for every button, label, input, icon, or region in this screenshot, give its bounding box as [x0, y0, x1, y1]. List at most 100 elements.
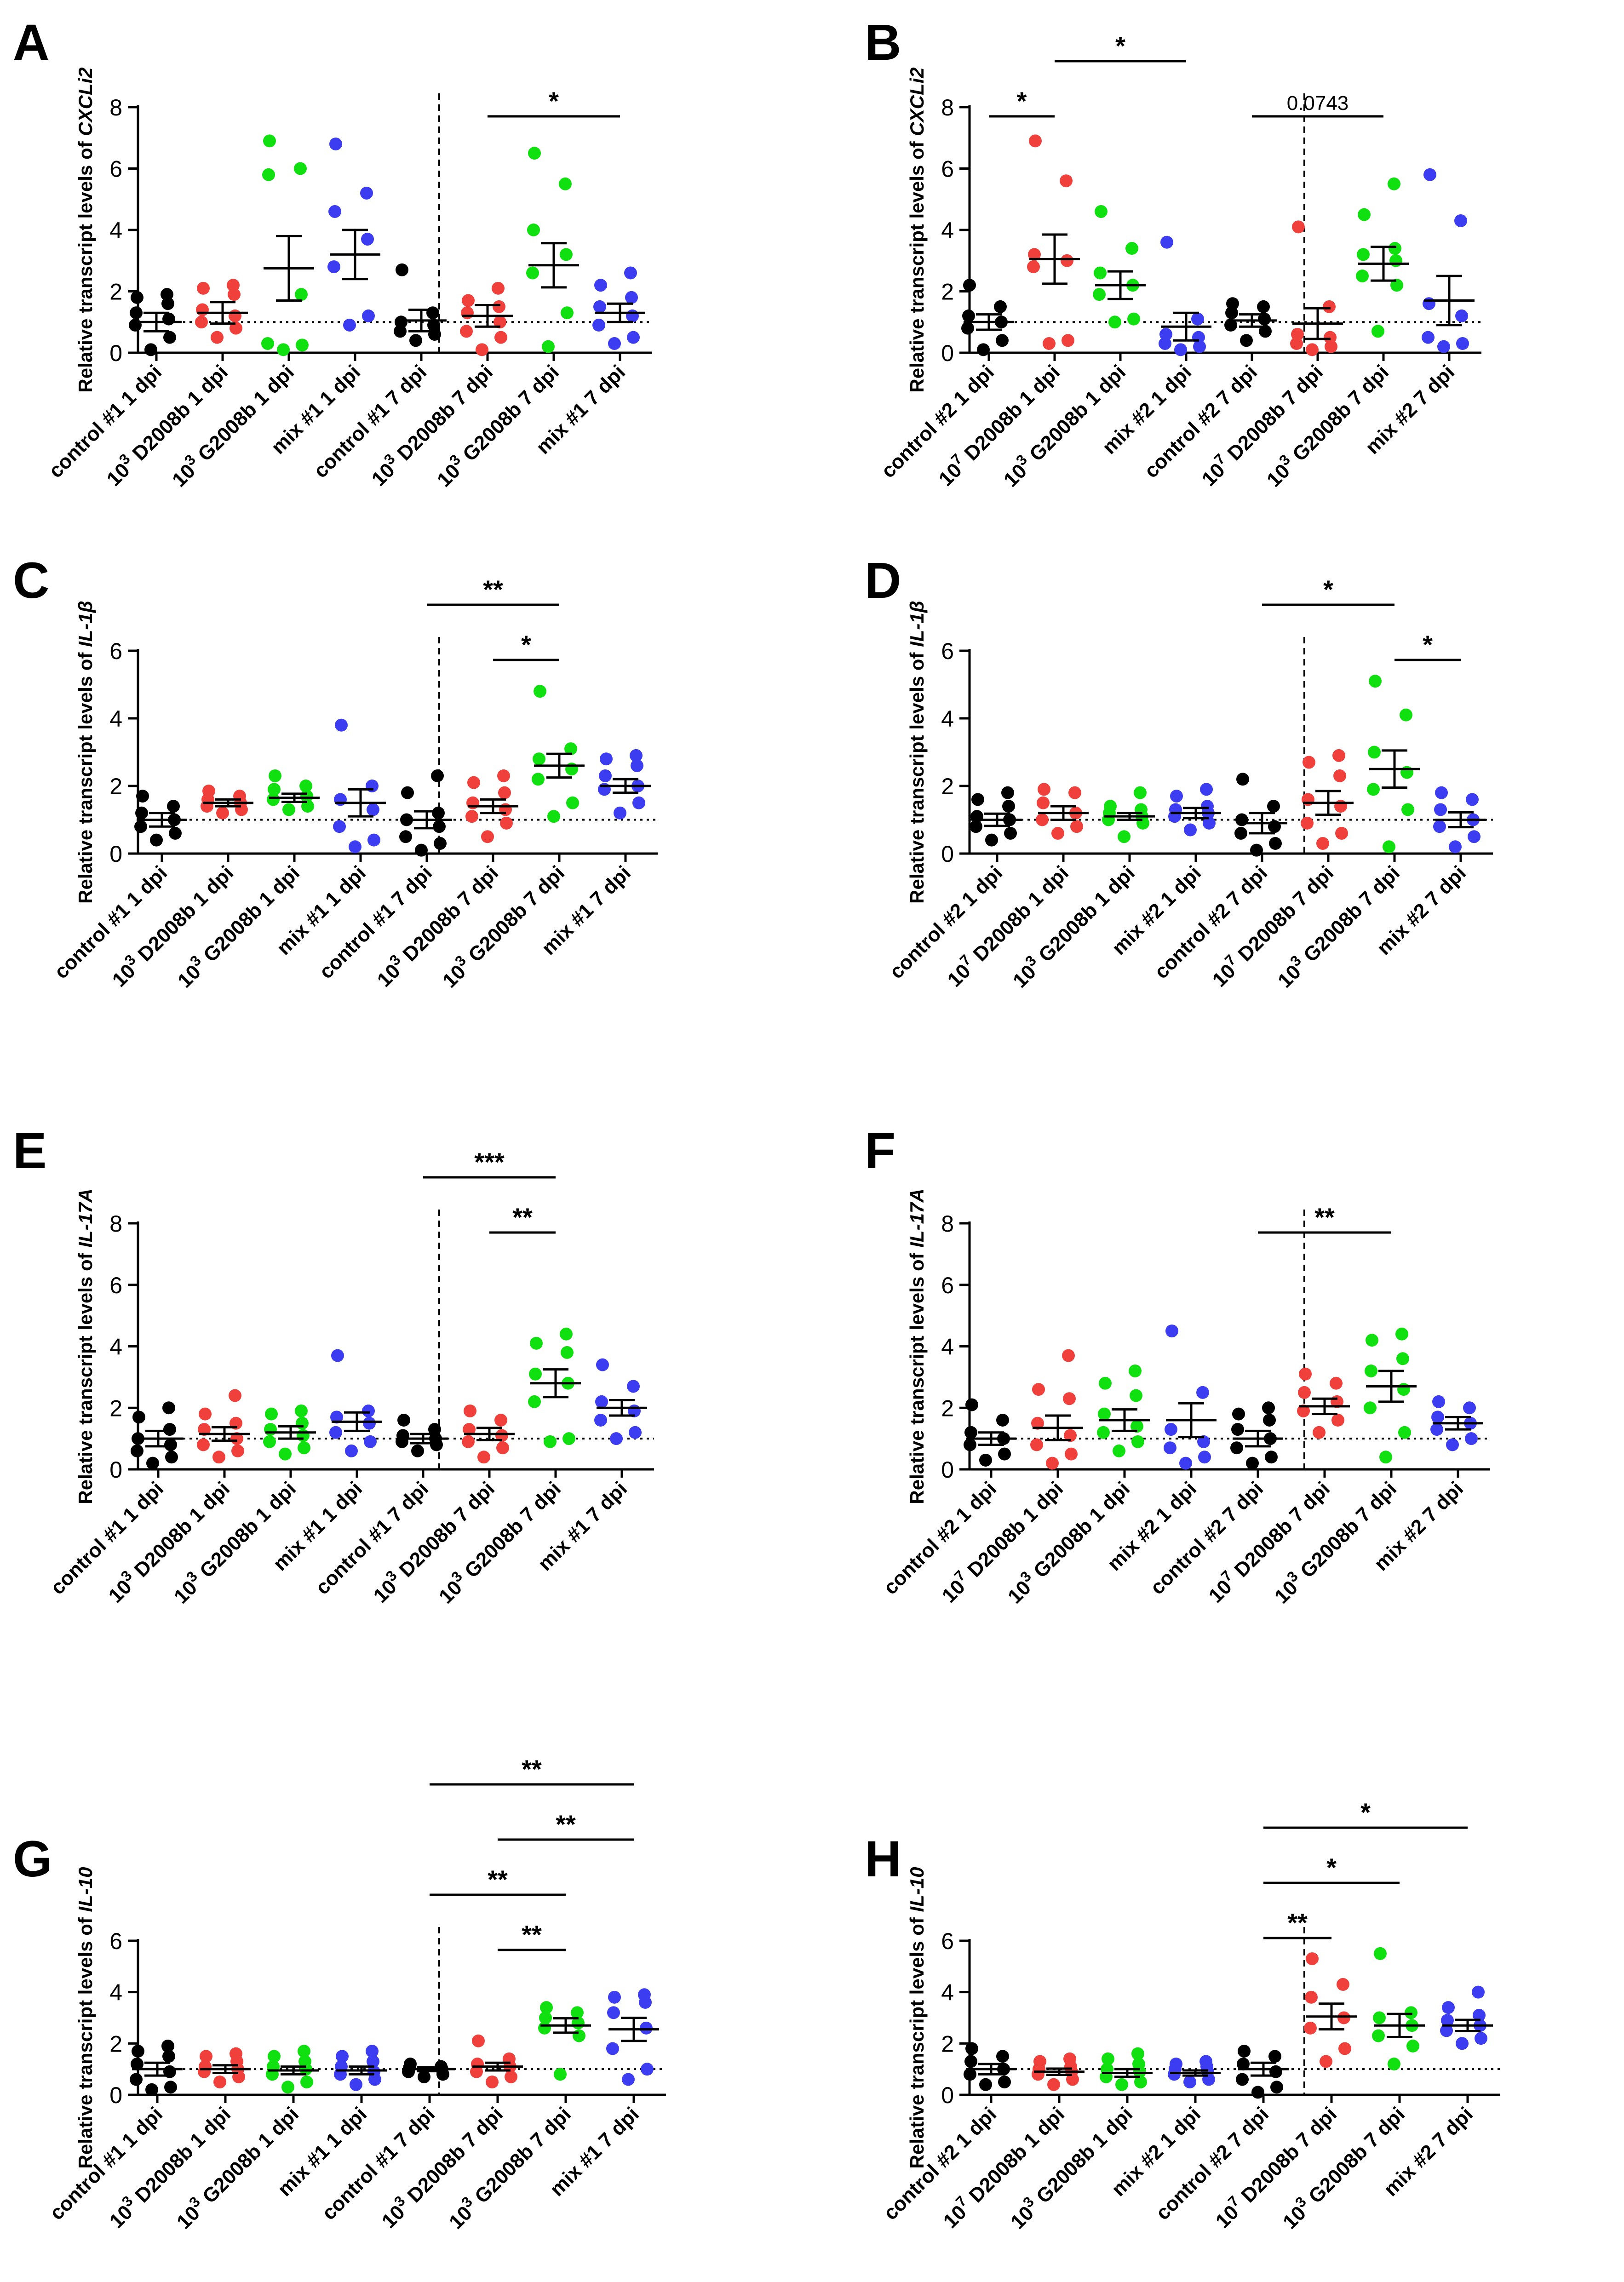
- panel-b: B 0 2 4 6 8 Relative transcript levels of CXCL…: [865, 14, 1481, 492]
- y-tick-label: 0: [109, 1457, 122, 1483]
- data-point: [1165, 1324, 1178, 1338]
- data-point: [294, 162, 307, 175]
- significance-label: *: [1323, 575, 1333, 604]
- data-point: [212, 1451, 225, 1464]
- data-point: [1330, 1376, 1343, 1390]
- data-point: [624, 266, 637, 280]
- data-point: [277, 343, 290, 356]
- panel-d: D 0 2 4 6 Relative transcript levels of IL-1β…: [865, 552, 1493, 992]
- y-tick-label: 6: [109, 1273, 122, 1298]
- data-point: [1226, 297, 1239, 310]
- data-point: [1368, 745, 1381, 759]
- data-point: [1263, 1414, 1276, 1427]
- data-point: [1098, 1407, 1111, 1421]
- data-point: [1028, 248, 1041, 261]
- data-point: [1333, 769, 1346, 782]
- data-point: [1395, 1327, 1408, 1341]
- data-point: [1170, 790, 1183, 803]
- category-label: control #1 1 dpi: [45, 2103, 167, 2225]
- y-axis-label: Relative transcript levels of IL-10: [75, 1867, 96, 2169]
- data-point: [1389, 254, 1402, 267]
- category-label: 107 D2008b 1 dpi: [932, 358, 1064, 491]
- data-point: [162, 1401, 175, 1415]
- data-point: [1373, 2011, 1386, 2024]
- data-point: [561, 1346, 574, 1359]
- data-point: [554, 2068, 567, 2081]
- data-point: [1366, 1334, 1378, 1347]
- category-label: 103 G2008b 7 dpi: [432, 1475, 565, 1608]
- data-point: [471, 2058, 484, 2070]
- data-point: [415, 843, 428, 857]
- data-point: [282, 803, 295, 816]
- data-point: [362, 309, 375, 322]
- y-tick-label: 0: [109, 841, 122, 867]
- data-point: [1130, 1420, 1143, 1433]
- data-point: [539, 2011, 552, 2024]
- y-tick-label: 0: [941, 1457, 954, 1483]
- data-point: [167, 800, 180, 813]
- data-point: [264, 1423, 277, 1436]
- data-point: [560, 248, 573, 261]
- data-point: [998, 1447, 1011, 1461]
- data-point: [1030, 1438, 1043, 1451]
- data-point: [132, 1410, 145, 1424]
- data-point: [606, 2042, 619, 2055]
- y-tick-label: 6: [109, 638, 122, 664]
- y-tick-label: 2: [109, 279, 122, 305]
- y-tick-label: 4: [941, 706, 954, 732]
- data-point: [432, 806, 445, 820]
- data-point: [599, 769, 612, 782]
- data-point: [600, 752, 613, 766]
- data-point: [1061, 254, 1073, 267]
- data-point: [229, 309, 241, 322]
- data-point: [1364, 1401, 1377, 1415]
- y-axis-label: Relative transcript levels of IL-1β: [75, 601, 96, 904]
- data-point: [527, 224, 540, 236]
- data-point: [1396, 1352, 1409, 1365]
- data-point: [1046, 1456, 1059, 1470]
- data-point: [300, 2076, 313, 2089]
- data-point: [1265, 1451, 1278, 1464]
- y-axis-label: Relative transcript levels of CXCLi2: [75, 67, 96, 392]
- data-point: [1406, 2039, 1419, 2053]
- data-point: [638, 1988, 651, 2001]
- data-point: [1388, 2058, 1400, 2070]
- data-point: [528, 1395, 541, 1408]
- data-point: [1246, 1456, 1259, 1470]
- y-tick-label: 2: [109, 774, 122, 799]
- panel-letter: D: [865, 552, 901, 609]
- category-label: control #1 7 dpi: [317, 2103, 439, 2225]
- category-label: control #2 1 dpi: [879, 2103, 1001, 2225]
- data-point: [343, 318, 356, 332]
- data-point: [364, 1435, 377, 1448]
- data-point: [632, 796, 645, 809]
- significance-label: **: [522, 1755, 542, 1783]
- data-point: [1032, 1383, 1045, 1396]
- category-label: 103 D2008b 7 dpi: [370, 859, 503, 992]
- significance-label: *: [1115, 31, 1125, 60]
- significance-label: **: [488, 1865, 508, 1894]
- y-tick-label: 2: [941, 279, 954, 305]
- data-point: [269, 769, 281, 782]
- y-tick-label: 8: [109, 95, 122, 120]
- panel-letter: B: [865, 14, 901, 71]
- data-point: [1198, 1451, 1211, 1464]
- data-point: [1456, 2037, 1469, 2050]
- data-point: [1196, 1386, 1209, 1399]
- category-label: 103 D2008b 1 dpi: [103, 2100, 235, 2233]
- data-point: [607, 2006, 620, 2019]
- data-point: [629, 1426, 642, 1439]
- data-point: [547, 810, 560, 823]
- data-point: [295, 1404, 308, 1417]
- data-point: [464, 1404, 476, 1417]
- data-point: [1473, 2008, 1486, 2022]
- data-point: [1251, 2086, 1264, 2099]
- data-point: [996, 2050, 1009, 2063]
- data-point: [540, 2001, 553, 2014]
- data-point: [349, 840, 362, 854]
- data-point: [1236, 773, 1249, 786]
- data-point: [492, 281, 505, 295]
- data-point: [1306, 343, 1319, 356]
- y-tick-label: 2: [941, 1395, 954, 1421]
- category-label: control #1 7 dpi: [311, 1477, 433, 1599]
